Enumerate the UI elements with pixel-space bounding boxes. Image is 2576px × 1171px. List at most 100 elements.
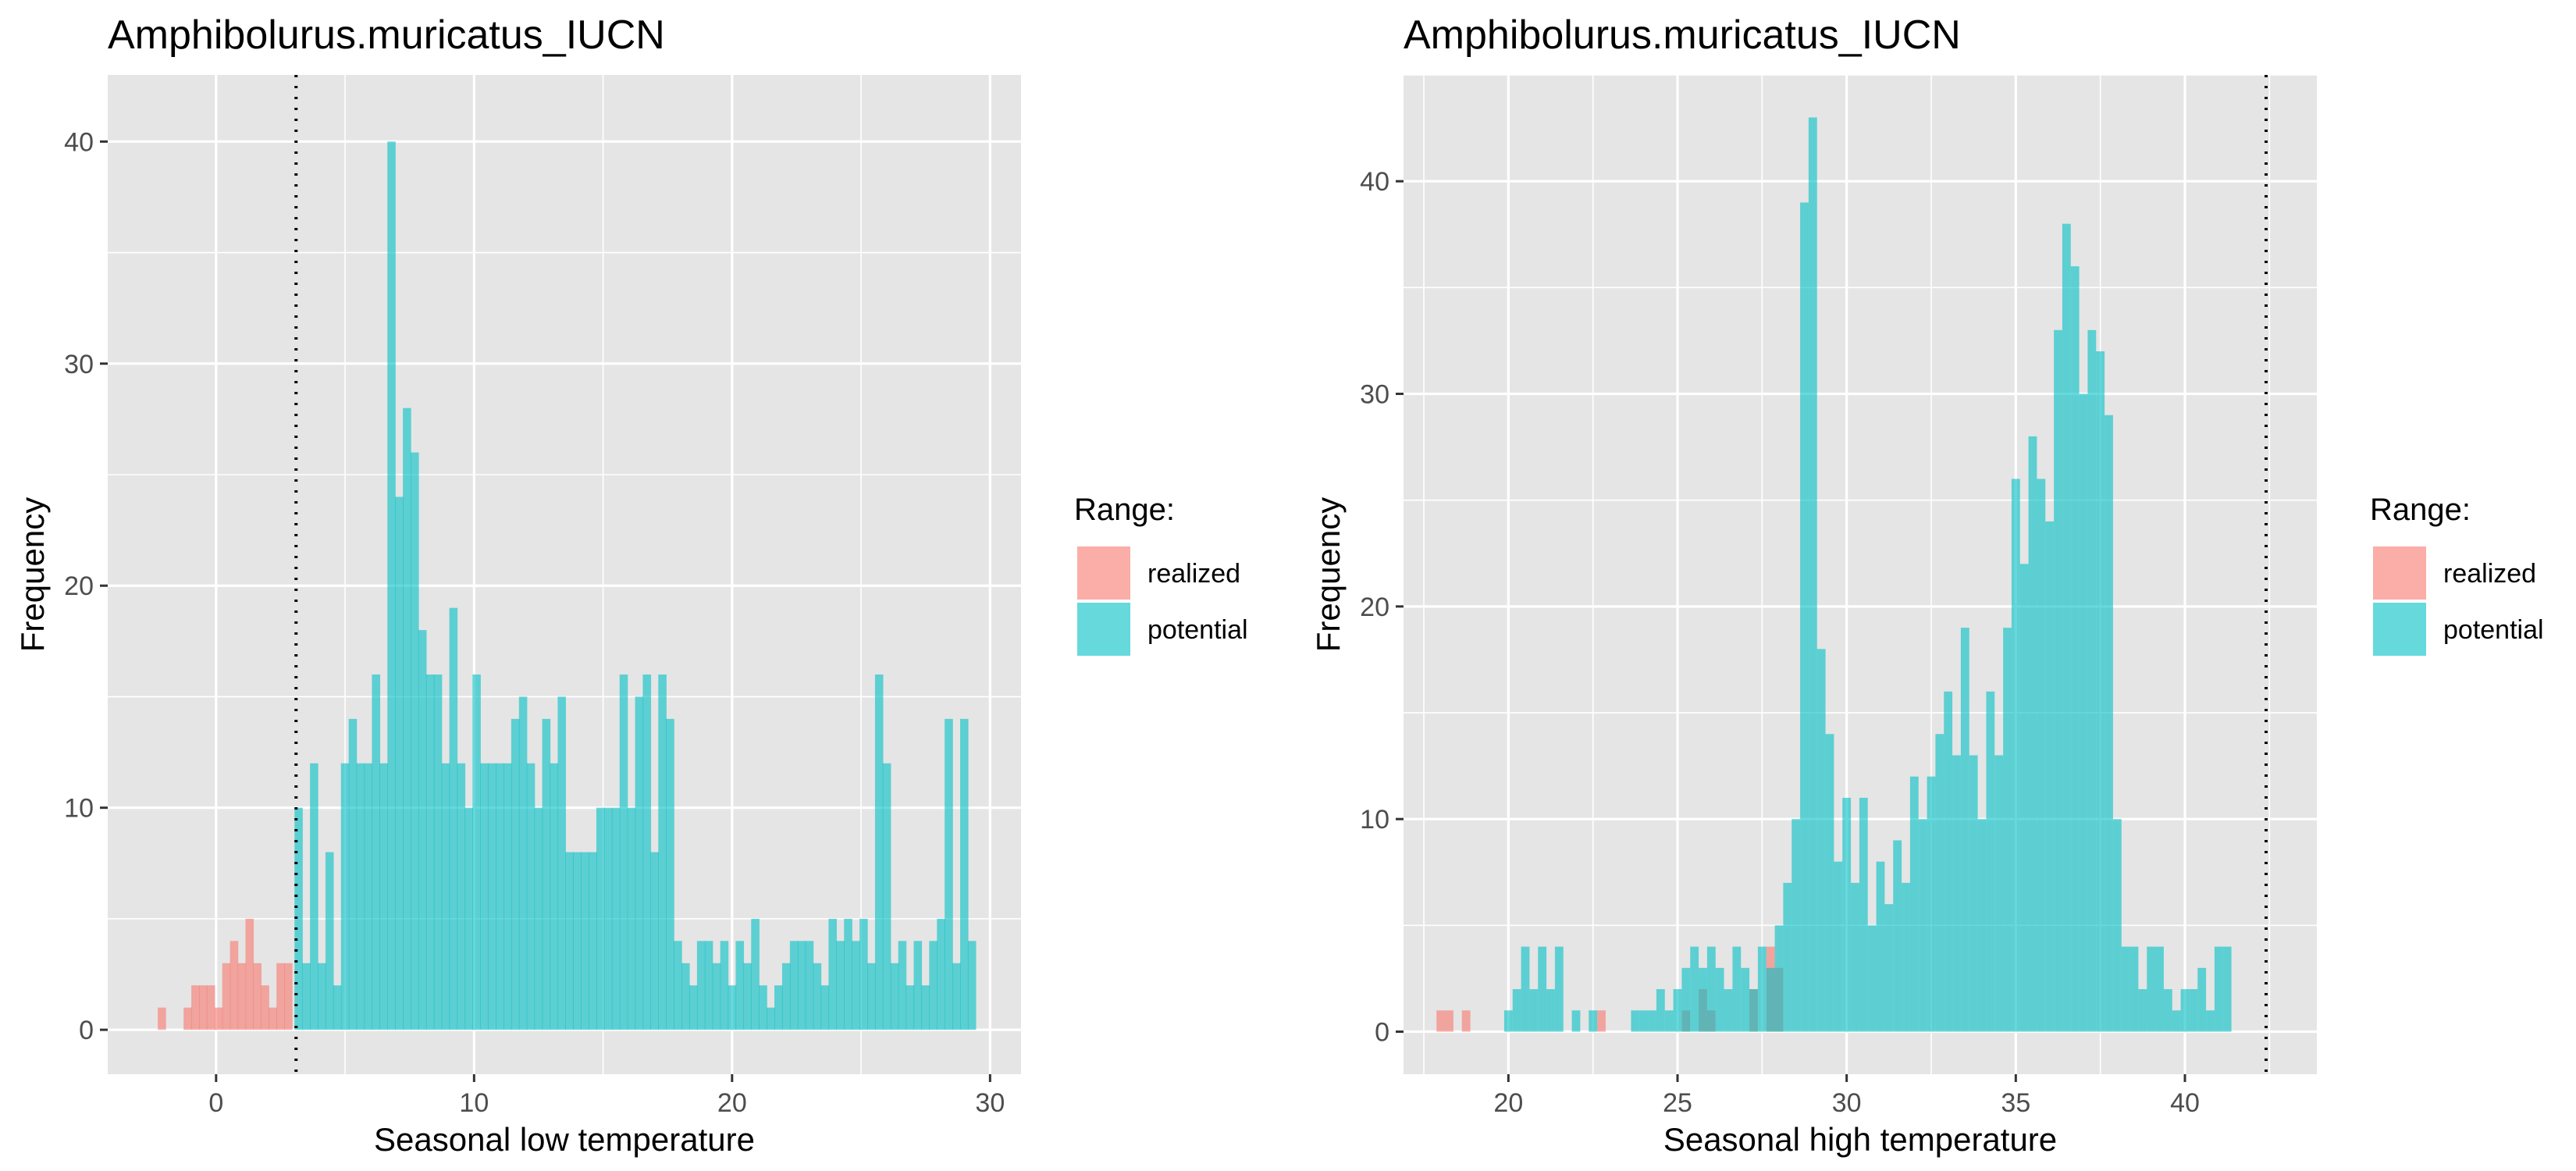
potential-bar [1749, 989, 1758, 1032]
bars [1436, 117, 2232, 1032]
potential-bar [511, 718, 520, 1030]
left-histogram: Amphibolurus.muricatus_IUCN 0 10 20 30 0 10 20… [14, 12, 1248, 1158]
potential-bar [1724, 989, 1733, 1032]
potential-bar [387, 141, 396, 1030]
x-tick-label: 30 [1832, 1088, 1862, 1118]
potential-bar [411, 452, 419, 1030]
realized-bar [261, 985, 269, 1030]
potential-bar [372, 674, 381, 1030]
legend-key-potential [1077, 603, 1130, 656]
potential-bar [789, 941, 799, 1030]
potential-bar [557, 696, 566, 1030]
legend-label-potential: potential [2443, 615, 2544, 645]
legend-key-realized [1077, 546, 1130, 600]
potential-bar [712, 963, 721, 1030]
potential-bar [1538, 946, 1547, 1032]
potential-bar [1791, 819, 1801, 1032]
potential-bar [1800, 202, 1809, 1032]
y-tick-label: 10 [1360, 805, 1389, 835]
potential-bar [518, 696, 528, 1030]
potential-bar [627, 807, 636, 1030]
x-tick-label: 10 [459, 1088, 489, 1118]
potential-bar [302, 963, 311, 1030]
potential-bar [967, 941, 977, 1030]
realized-bar [206, 985, 215, 1030]
potential-bar [2079, 393, 2088, 1032]
potential-bar [1774, 925, 1784, 1032]
y-tick-label: 20 [1360, 593, 1389, 622]
x-tick-label: 40 [2170, 1088, 2200, 1118]
potential-bar [2011, 479, 2020, 1032]
potential-bar [1529, 989, 1539, 1032]
potential-bar [2028, 436, 2037, 1032]
potential-bar [774, 985, 783, 1030]
potential-bar [1521, 946, 1530, 1032]
potential-bar [1842, 797, 1852, 1032]
potential-bar [464, 807, 473, 1030]
realized-bar [214, 1007, 223, 1030]
potential-bar [1902, 882, 1910, 1032]
potential-bar [596, 807, 605, 1030]
y-tick-label: 40 [1360, 167, 1389, 197]
potential-bar [1732, 946, 1742, 1032]
potential-bar [658, 674, 667, 1030]
realized-bar [1461, 1010, 1471, 1032]
potential-bar [1681, 967, 1691, 1032]
potential-bar [1571, 1010, 1581, 1032]
potential-bar [441, 763, 450, 1030]
potential-bar [1851, 882, 1859, 1032]
potential-bar [945, 718, 953, 1030]
realized-bar [253, 963, 262, 1030]
potential-bar [1952, 755, 1961, 1032]
potential-bar [2147, 946, 2156, 1032]
potential-bar [720, 941, 729, 1030]
potential-bar [325, 852, 334, 1030]
potential-bar [2003, 628, 2012, 1032]
potential-bar [340, 763, 350, 1030]
potential-bar [2163, 989, 2172, 1032]
potential-bar [2138, 989, 2147, 1032]
potential-bar [1994, 755, 2004, 1032]
potential-bar [496, 763, 504, 1030]
realized-bar [1597, 1010, 1606, 1032]
realized-bar [1445, 1010, 1453, 1032]
axis-ticks: 0 10 20 30 0 10 20 30 40 [64, 127, 1005, 1118]
potential-bar [674, 941, 682, 1030]
y-tick-label: 0 [79, 1016, 94, 1045]
potential-bar [472, 674, 481, 1030]
y-tick-label: 10 [64, 794, 94, 824]
y-tick-label: 30 [64, 350, 94, 379]
potential-bar [457, 763, 466, 1030]
potential-bar [2062, 223, 2071, 1032]
potential-bar [318, 963, 326, 1030]
legend-label-potential: potential [1147, 615, 1248, 645]
x-tick-label: 35 [2001, 1088, 2030, 1118]
potential-bar [449, 607, 458, 1030]
potential-bar [820, 985, 830, 1030]
potential-bar [356, 763, 365, 1030]
potential-bar [2045, 521, 2055, 1032]
potential-bar [395, 497, 404, 1030]
potential-bar [650, 852, 659, 1030]
potential-bar [767, 1007, 775, 1030]
potential-bar [704, 941, 713, 1030]
potential-bar [781, 963, 791, 1030]
potential-bar [1884, 904, 1894, 1032]
potential-bar [310, 763, 318, 1030]
potential-bar [2206, 1010, 2215, 1032]
potential-bar [542, 718, 551, 1030]
potential-bar [1664, 1010, 1674, 1032]
potential-bar [2105, 415, 2113, 1032]
realized-bar [237, 963, 247, 1030]
potential-bar [688, 985, 698, 1030]
potential-bar [2121, 946, 2130, 1032]
potential-bar [635, 696, 644, 1030]
potential-bar [1690, 946, 1699, 1032]
potential-bar [828, 918, 838, 1030]
potential-bar [913, 941, 923, 1030]
potential-bar [1986, 691, 1995, 1032]
right-histogram: Amphibolurus.muricatus_IUCN 20 25 30 35 40 0 1… [1310, 12, 2544, 1158]
realized-bar [158, 1007, 166, 1030]
potential-bar [797, 941, 806, 1030]
potential-bar [1503, 1010, 1513, 1032]
